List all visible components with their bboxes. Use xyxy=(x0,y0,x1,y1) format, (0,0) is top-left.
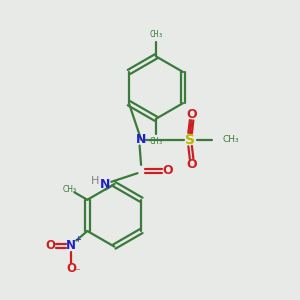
Text: O: O xyxy=(66,262,76,275)
Text: CH₃: CH₃ xyxy=(149,136,163,146)
Text: O: O xyxy=(186,158,197,171)
Text: N: N xyxy=(136,133,146,146)
Text: O: O xyxy=(45,239,55,252)
Text: CH₃: CH₃ xyxy=(223,135,239,144)
Text: CH₃: CH₃ xyxy=(62,185,76,194)
Text: +: + xyxy=(74,235,81,244)
Text: H: H xyxy=(91,176,99,186)
Text: S: S xyxy=(185,133,195,147)
Text: N: N xyxy=(66,239,76,252)
Text: O: O xyxy=(186,108,197,121)
Text: ⁻: ⁻ xyxy=(75,268,80,278)
Text: N: N xyxy=(100,178,111,191)
Text: CH₃: CH₃ xyxy=(149,29,163,38)
Text: O: O xyxy=(163,164,173,177)
